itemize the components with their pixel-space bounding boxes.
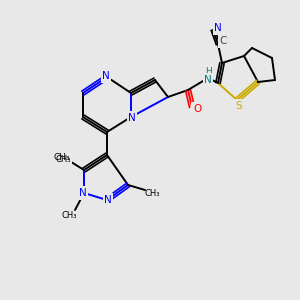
Text: N: N bbox=[128, 113, 136, 123]
Text: CH₃: CH₃ bbox=[55, 154, 71, 164]
Text: CH₃: CH₃ bbox=[54, 154, 70, 163]
Text: S: S bbox=[236, 101, 242, 111]
Text: N: N bbox=[104, 195, 112, 205]
Text: N: N bbox=[102, 71, 110, 81]
Text: N: N bbox=[79, 188, 87, 198]
Text: N: N bbox=[204, 75, 212, 85]
Text: CH₃: CH₃ bbox=[61, 212, 77, 220]
Text: N: N bbox=[214, 23, 222, 33]
Text: CH₃: CH₃ bbox=[144, 188, 160, 197]
Text: C: C bbox=[219, 36, 227, 46]
Text: O: O bbox=[193, 104, 201, 114]
Text: H: H bbox=[205, 68, 212, 76]
